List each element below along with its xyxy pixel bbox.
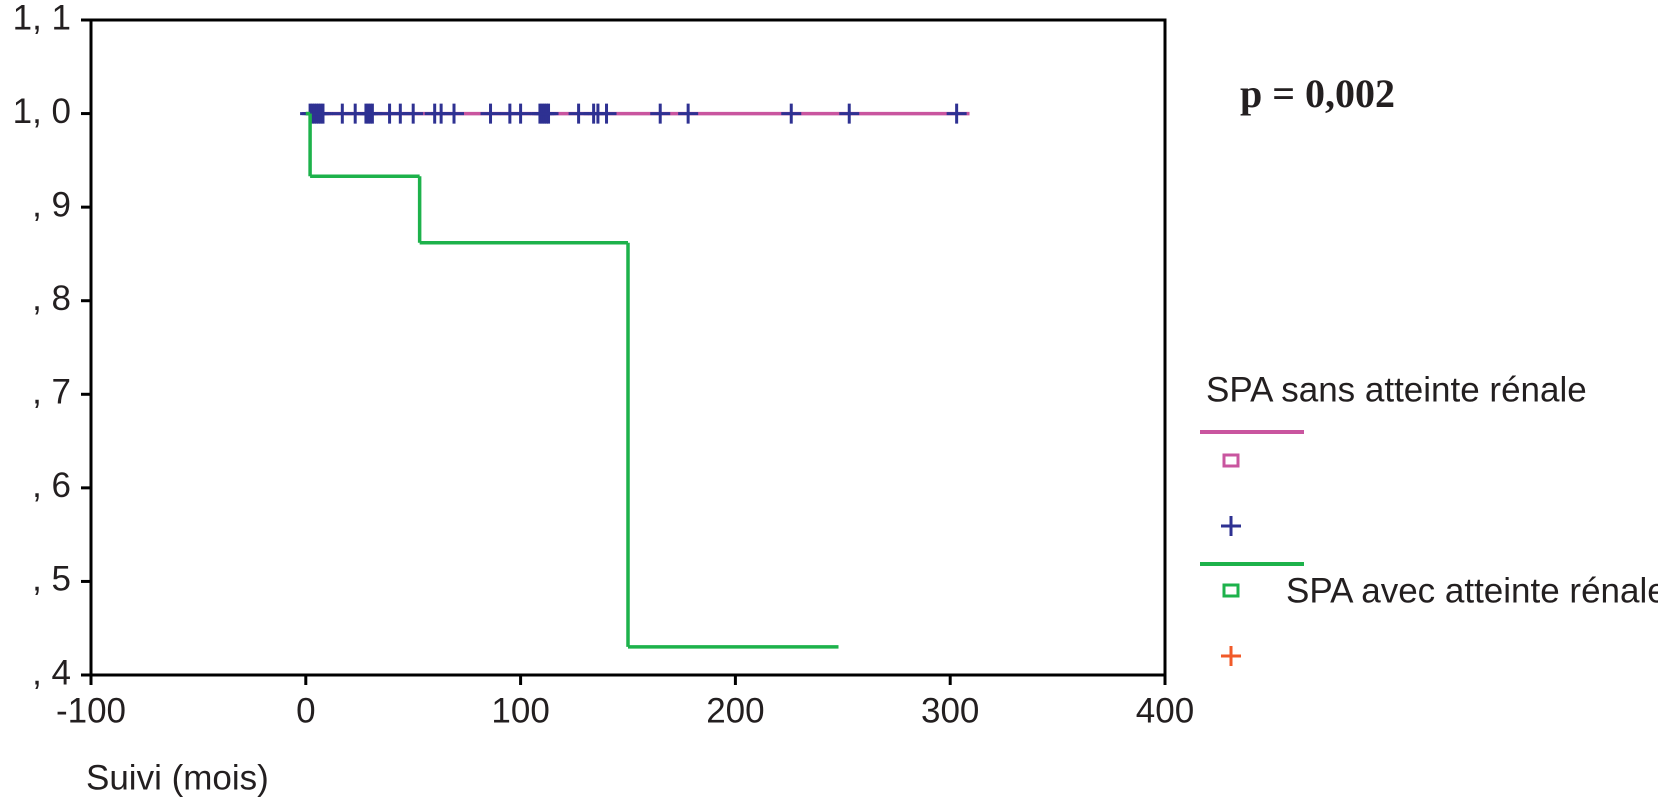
censor-mark xyxy=(480,103,501,124)
censor-mark xyxy=(946,103,967,124)
censor-mark xyxy=(403,103,424,124)
annotation: p = 0,002 xyxy=(1240,71,1395,116)
censor-mark xyxy=(538,103,559,124)
x-axis-label: Suivi (mois) xyxy=(86,758,269,797)
y-tick-label: 1, 1 xyxy=(13,0,71,37)
legend-label: SPA avec atteinte rénale xyxy=(1286,571,1658,610)
y-tick-label: , 4 xyxy=(32,653,71,692)
legend-square xyxy=(1222,583,1240,598)
y-tick-label: , 8 xyxy=(32,279,71,318)
y-tick-label: , 7 xyxy=(32,373,71,412)
legend-label: SPA sans atteinte rénale xyxy=(1206,370,1587,409)
x-tick-label: 200 xyxy=(706,691,764,730)
censor-mark xyxy=(781,103,802,124)
censor-mark xyxy=(362,103,383,124)
censor-mark xyxy=(444,103,465,124)
x-tick-label: 300 xyxy=(921,691,979,730)
x-tick-label: 0 xyxy=(296,691,315,730)
x-tick-label: 100 xyxy=(491,691,549,730)
legend-censor xyxy=(1221,516,1241,536)
y-tick-label: , 9 xyxy=(32,185,71,224)
plot-frame xyxy=(89,18,1167,677)
censor-mark xyxy=(596,103,617,124)
y-tick-label: , 6 xyxy=(32,466,71,505)
x-tick-label: -100 xyxy=(56,691,126,730)
y-tick-label: , 5 xyxy=(32,560,71,599)
censor-mark xyxy=(312,103,333,124)
censor-mark xyxy=(678,103,699,124)
x-tick-label: 400 xyxy=(1136,691,1194,730)
censor-mark xyxy=(510,103,531,124)
y-tick-label: 1, 0 xyxy=(13,92,71,131)
censor-mark xyxy=(650,103,671,124)
legend-square xyxy=(1222,453,1240,468)
censor-mark xyxy=(839,103,860,124)
legend-censor xyxy=(1221,646,1241,666)
